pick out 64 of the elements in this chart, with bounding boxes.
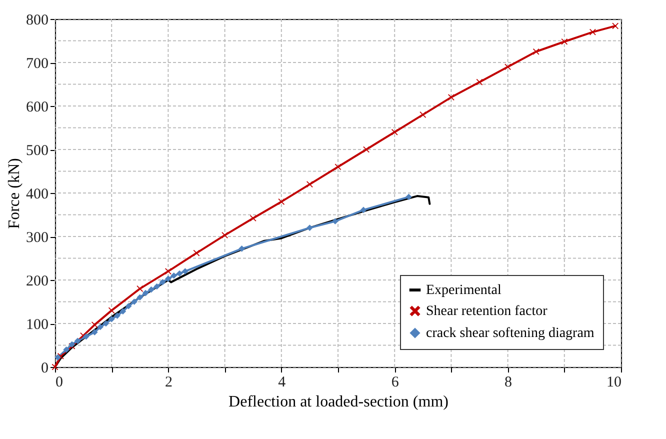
y-tick-label: 0	[41, 360, 48, 376]
y-tick-label: 500	[26, 143, 48, 159]
legend-label: Shear retention factor	[426, 304, 548, 319]
point	[136, 294, 144, 301]
point	[306, 224, 313, 231]
point	[142, 290, 149, 296]
y-axis-title: Force (kN)	[6, 158, 23, 229]
legend-label: crack shear softening diagram	[426, 326, 594, 341]
x-tick-label: 10	[606, 374, 622, 390]
point	[91, 322, 98, 328]
y-tick-label: 200	[26, 274, 48, 290]
point	[165, 268, 172, 274]
point	[612, 22, 618, 30]
point	[332, 218, 338, 224]
point	[82, 333, 90, 340]
point	[74, 338, 81, 344]
point	[108, 316, 115, 322]
point	[165, 276, 172, 282]
point	[306, 181, 313, 188]
point	[91, 329, 98, 336]
point	[131, 298, 138, 305]
point	[120, 308, 126, 314]
point	[360, 206, 367, 214]
x-tick-label: 0	[56, 374, 63, 390]
point	[222, 232, 228, 238]
point	[561, 38, 568, 45]
point	[532, 48, 540, 55]
point	[114, 312, 120, 319]
y-tick-label: 100	[26, 317, 48, 333]
point	[193, 250, 200, 256]
point	[476, 78, 483, 86]
point	[136, 286, 144, 292]
point	[97, 324, 104, 330]
y-tick-label: 700	[26, 56, 48, 72]
point	[63, 346, 70, 353]
point	[54, 354, 61, 361]
y-tick-label: 600	[26, 100, 48, 116]
y-tick-label: 800	[26, 12, 48, 28]
point	[391, 128, 398, 136]
legend-label: Experimental	[426, 283, 502, 298]
point	[125, 302, 132, 310]
point	[406, 194, 412, 200]
point	[504, 64, 511, 70]
point	[420, 112, 426, 118]
point	[170, 272, 178, 279]
point	[448, 94, 454, 100]
point	[108, 307, 115, 314]
point	[159, 279, 166, 286]
point	[250, 215, 256, 222]
point	[334, 164, 342, 170]
point	[102, 320, 110, 327]
point	[238, 246, 245, 252]
point	[148, 286, 154, 293]
x-tick-label: 2	[164, 374, 172, 390]
point	[176, 270, 183, 277]
point	[182, 268, 188, 274]
x-axis-title: Deflection at loaded-section (mm)	[228, 394, 448, 410]
point	[154, 283, 160, 290]
y-tick-label: 400	[26, 186, 48, 202]
x-tick-label: 8	[504, 374, 512, 390]
x-tick-label: 6	[391, 374, 400, 390]
point	[278, 198, 285, 205]
y-tick-label: 300	[26, 230, 48, 246]
x-tick-label: 4	[278, 374, 286, 390]
